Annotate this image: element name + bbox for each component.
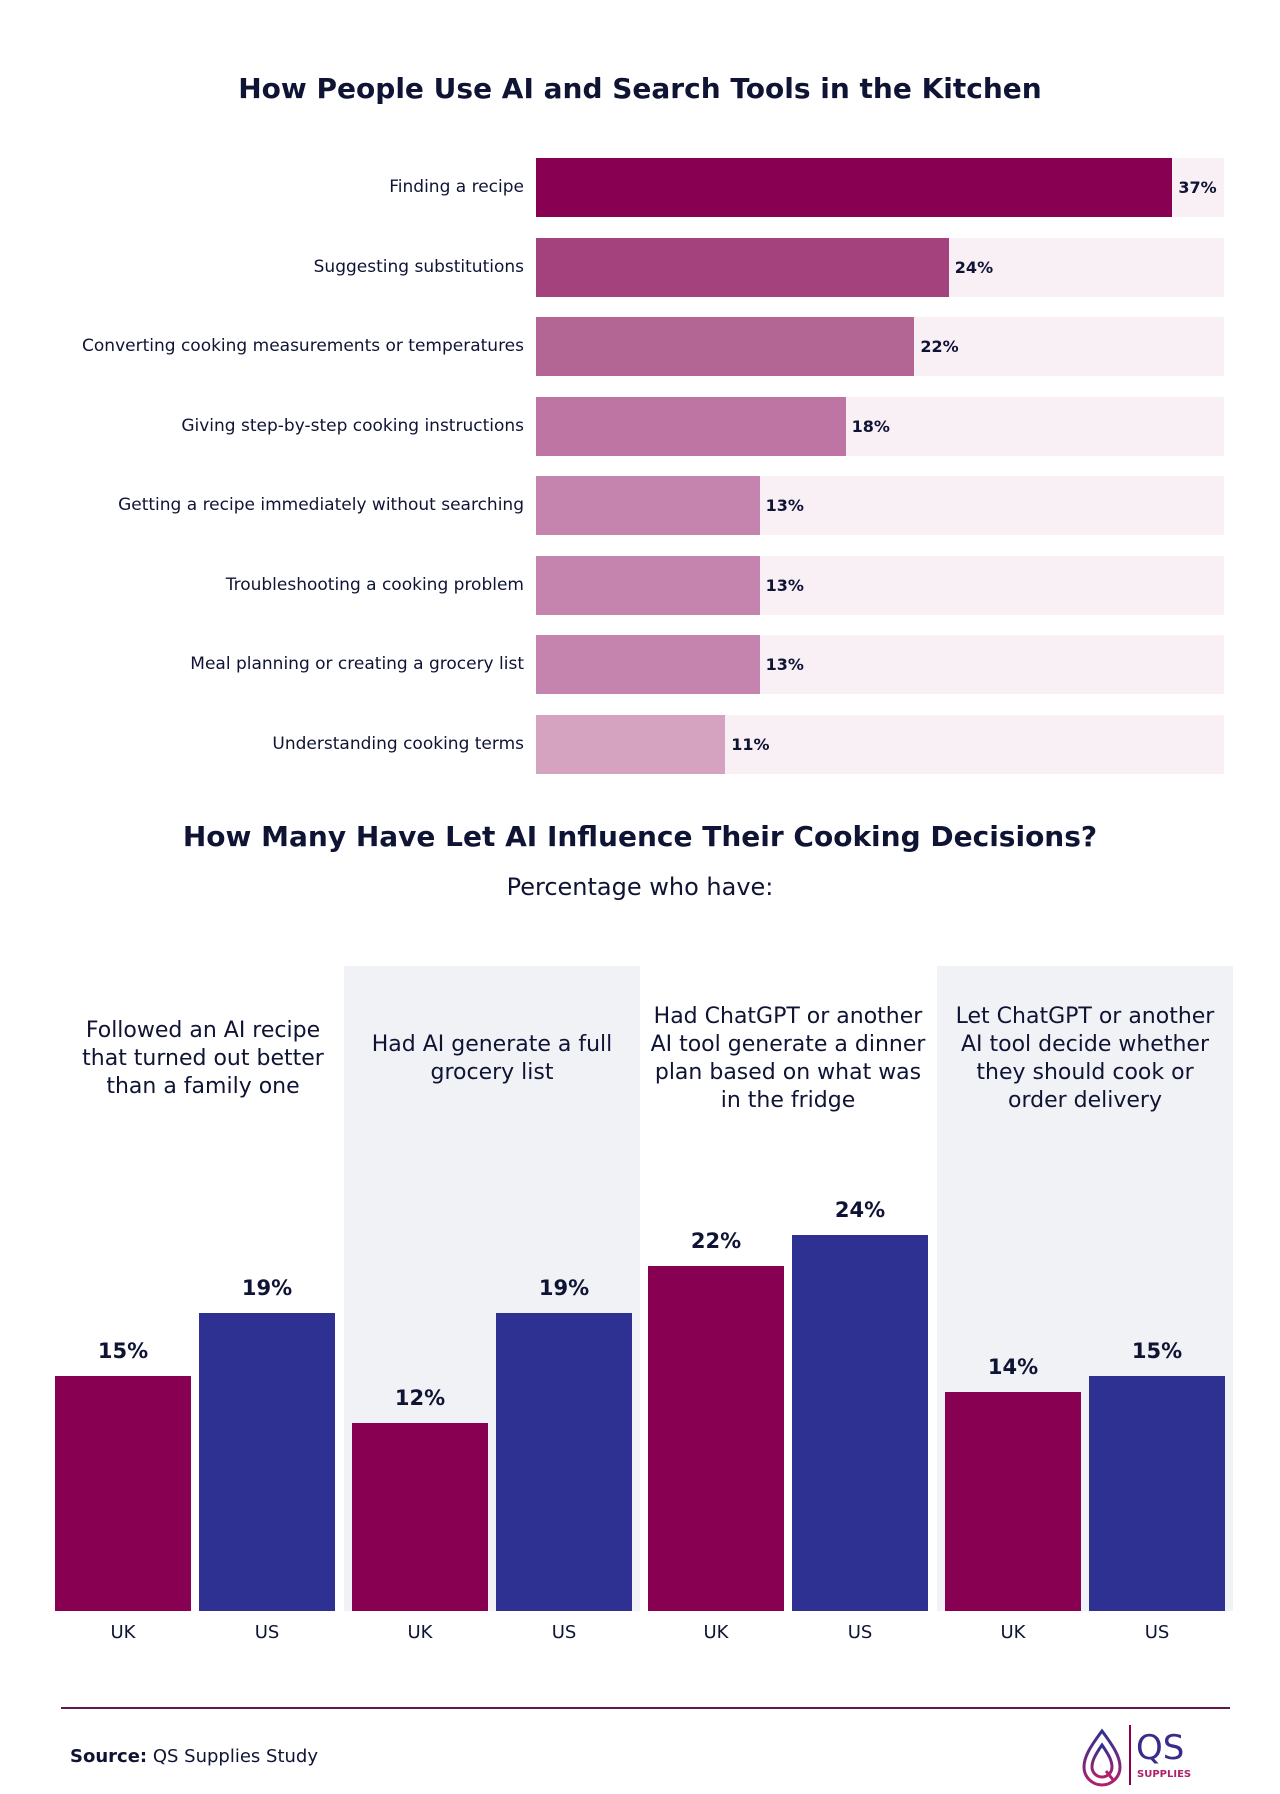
bar-uk [352, 1423, 488, 1611]
chart-1-title: How People Use AI and Search Tools in th… [238, 72, 1042, 105]
bar-value-label: 22% [920, 337, 959, 356]
source-label: Source: [70, 1746, 148, 1767]
bar-label: Giving step-by-step cooking instructions [181, 415, 524, 436]
bar-label: Finding a recipe [389, 177, 524, 197]
bar-label: Suggesting substitutions [313, 256, 524, 277]
bar-value-label: 19% [241, 1276, 293, 1301]
bar [536, 476, 760, 535]
bar [536, 555, 760, 615]
bar-track: 22% [536, 317, 1224, 376]
bar-track: 11% [536, 714, 1224, 774]
bar-label: Meal planning or creating a grocery list [190, 654, 524, 674]
bar-value-label: 37% [1178, 178, 1217, 197]
bar-value-label: 15% [97, 1339, 149, 1363]
bar-track: 18% [536, 396, 1224, 456]
bar-us [792, 1235, 928, 1611]
qs-supplies-logo: QS SUPPLIES [1080, 1725, 1200, 1791]
bar-label: Troubleshooting a cooking problem [225, 574, 524, 595]
bar-value-label: 11% [731, 734, 770, 754]
bar [536, 158, 1173, 217]
bar-track: 13% [536, 555, 1224, 615]
group-label: Followed an AI recipe that turned out be… [82, 1017, 324, 1099]
bar-value-label: 18% [851, 416, 890, 436]
chart-2-title: How Many Have Let AI Influence Their Coo… [182, 820, 1098, 853]
footer-divider [61, 1707, 1230, 1709]
bar-track: 13% [536, 476, 1224, 535]
bar-value-label: 19% [538, 1276, 590, 1301]
x-tick-label: UK [1000, 1622, 1026, 1643]
bar-us [496, 1313, 632, 1611]
bar [536, 317, 915, 376]
bar-label: Understanding cooking terms [272, 733, 524, 754]
bar-uk [55, 1376, 191, 1611]
x-tick-label: US [551, 1622, 577, 1643]
bar-value-label: 13% [765, 575, 804, 595]
bar-value-label: 13% [765, 496, 804, 515]
bar-uk [945, 1391, 1081, 1611]
x-tick-label: UK [407, 1622, 433, 1643]
source-note: Source: QS Supplies Study [70, 1746, 318, 1767]
x-tick-label: US [847, 1622, 873, 1643]
panel: Had ChatGPT or another AI tool generate … [640, 966, 936, 1611]
bar-uk [648, 1266, 784, 1611]
x-tick-label: US [1144, 1622, 1170, 1643]
bar-label: Getting a recipe immediately without sea… [118, 495, 524, 515]
bar [536, 714, 726, 774]
x-tick-label: US [254, 1622, 280, 1643]
bar-value-label: 15% [1131, 1339, 1183, 1363]
bar-value-label: 24% [834, 1198, 886, 1222]
chart-2-subtitle: Percentage who have: [506, 873, 774, 901]
bar [536, 635, 760, 694]
svg-text:SUPPLIES: SUPPLIES [1137, 1769, 1191, 1780]
panel: Let ChatGPT or another AI tool decide wh… [937, 966, 1233, 1611]
bar-track: 37% [536, 158, 1224, 217]
x-tick-label: UK [703, 1622, 729, 1643]
bar [536, 237, 949, 297]
svg-text:QS: QS [1136, 1728, 1184, 1768]
bar-value-label: 12% [394, 1386, 446, 1410]
bar-us [1089, 1376, 1225, 1611]
bar-track: 24% [536, 237, 1224, 297]
bar-value-label: 13% [765, 655, 804, 674]
bar-track: 13% [536, 635, 1224, 694]
bar [536, 396, 846, 456]
bar-us [199, 1313, 335, 1611]
bar-label: Converting cooking measurements or tempe… [82, 336, 524, 356]
panel: Followed an AI recipe that turned out be… [55, 966, 351, 1611]
x-tick-label: UK [110, 1622, 136, 1643]
group-label: Had AI generate a full grocery list [371, 1031, 613, 1085]
panel: Had AI generate a full grocery list 12% 19… [344, 966, 640, 1611]
source-text: QS Supplies Study [152, 1746, 318, 1767]
bar-value-label: 22% [690, 1229, 742, 1254]
group-label: Had ChatGPT or another AI tool generate … [650, 1003, 926, 1113]
qs-drop-icon: QS SUPPLIES [1082, 1725, 1191, 1787]
group-label: Let ChatGPT or another AI tool decide wh… [955, 1003, 1215, 1113]
bar-value-label: 14% [987, 1354, 1039, 1379]
bar-value-label: 24% [954, 257, 994, 277]
